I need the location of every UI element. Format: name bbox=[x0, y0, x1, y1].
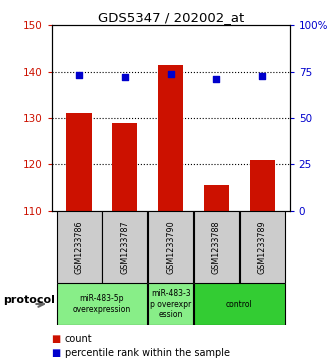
Text: ■: ■ bbox=[52, 348, 61, 358]
Point bbox=[77, 73, 82, 78]
Bar bbox=[112, 123, 138, 211]
Text: GSM1233787: GSM1233787 bbox=[120, 220, 130, 274]
Title: GDS5347 / 202002_at: GDS5347 / 202002_at bbox=[98, 11, 244, 24]
Bar bbox=[250, 160, 275, 211]
Bar bbox=[67, 113, 92, 211]
Bar bbox=[57, 283, 147, 325]
Text: GSM1233789: GSM1233789 bbox=[258, 220, 267, 274]
Bar bbox=[194, 211, 239, 283]
Point bbox=[122, 74, 128, 80]
Bar bbox=[103, 211, 147, 283]
Point bbox=[260, 73, 265, 79]
Text: GSM1233786: GSM1233786 bbox=[75, 220, 84, 274]
Text: GSM1233788: GSM1233788 bbox=[212, 220, 221, 274]
Text: ■: ■ bbox=[52, 334, 61, 344]
Bar bbox=[194, 283, 285, 325]
Text: protocol: protocol bbox=[3, 295, 55, 305]
Bar bbox=[57, 211, 102, 283]
Bar bbox=[204, 185, 229, 211]
Bar bbox=[240, 211, 285, 283]
Point bbox=[168, 72, 173, 77]
Bar bbox=[148, 211, 193, 283]
Bar bbox=[158, 65, 183, 211]
Text: GSM1233790: GSM1233790 bbox=[166, 220, 175, 274]
Text: percentile rank within the sample: percentile rank within the sample bbox=[65, 348, 230, 358]
Text: count: count bbox=[65, 334, 93, 344]
Text: control: control bbox=[226, 299, 253, 309]
Bar bbox=[148, 283, 193, 325]
Text: miR-483-5p
overexpression: miR-483-5p overexpression bbox=[73, 294, 131, 314]
Point bbox=[214, 76, 219, 82]
Text: miR-483-3
p overexpr
ession: miR-483-3 p overexpr ession bbox=[150, 289, 191, 319]
